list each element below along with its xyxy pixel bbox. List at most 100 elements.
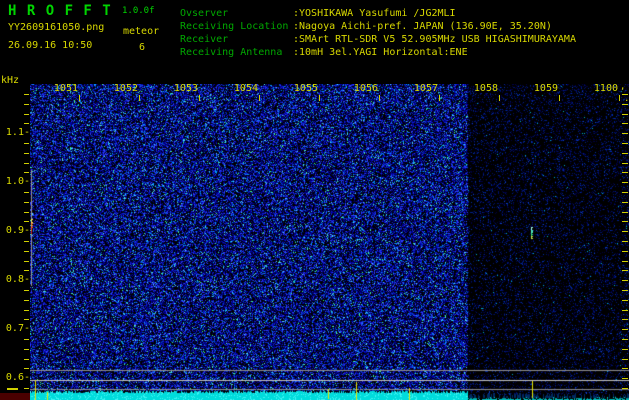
freq-minor-tick-left [24, 241, 29, 242]
freq-minor-tick-right [622, 133, 628, 134]
freq-minor-tick-right [622, 104, 628, 105]
output-filename: YY2609161050.png [8, 22, 105, 33]
info-value-location: :Nagoya Aichi-pref. JAPAN (136.90E, 35.2… [293, 21, 552, 32]
freq-minor-tick-right [622, 310, 628, 311]
freq-minor-tick-left [24, 153, 29, 154]
freq-minor-tick-left [24, 300, 29, 301]
freq-minor-tick-left [24, 368, 29, 369]
freq-minor-tick-left [24, 290, 29, 291]
freq-minor-tick-right [622, 231, 628, 232]
freq-minor-tick-right [622, 378, 628, 379]
freq-minor-tick-right [622, 114, 628, 115]
freq-minor-tick-left [24, 388, 29, 389]
freq-minor-tick-left [24, 270, 29, 271]
time-tick-label: 1055 [293, 83, 318, 94]
time-tick [619, 95, 620, 101]
datetime-label: 26.09.16 10:50 [8, 40, 93, 51]
freq-minor-tick-left [24, 163, 29, 164]
freq-minor-tick-right [622, 368, 628, 369]
freq-minor-tick-right [622, 388, 628, 389]
freq-minor-tick-left [24, 123, 29, 124]
freq-minor-tick-left [24, 192, 29, 193]
time-tick [379, 95, 380, 101]
time-tick-label: 1056 [353, 83, 378, 94]
freq-minor-tick-left [24, 251, 29, 252]
left-axis-dash [7, 388, 18, 390]
freq-minor-tick-right [622, 212, 628, 213]
freq-minor-tick-left [24, 349, 29, 350]
info-value-receiver: :SMArt RTL-SDR V5 52.905MHz USB HIGASHIM… [293, 34, 576, 45]
freq-tick-label: 1.0- [5, 176, 30, 187]
freq-minor-tick-right [622, 290, 628, 291]
freq-minor-tick-right [622, 251, 628, 252]
freq-minor-tick-right [622, 329, 628, 330]
time-tick [439, 95, 440, 101]
info-row-antenna: Receiving Antenna :10mH 3el.YAGI Horizon… [0, 47, 629, 59]
freq-tick-label: 0.9- [5, 225, 30, 236]
freq-minor-tick-right [622, 182, 628, 183]
underflow-block [0, 393, 30, 400]
freq-minor-tick-left [24, 339, 29, 340]
freq-minor-tick-right [622, 172, 628, 173]
time-tick [139, 95, 140, 101]
freq-minor-tick-right [622, 192, 628, 193]
freq-minor-tick-left [24, 319, 29, 320]
time-tick [259, 95, 260, 101]
time-tick [559, 95, 560, 101]
app-version: 1.0.0f [122, 6, 155, 16]
freq-minor-tick-right [622, 349, 628, 350]
spectrogram-canvas [30, 84, 629, 400]
freq-minor-tick-right [622, 280, 628, 281]
info-row-receiver: Receiver :SMArt RTL-SDR V5 52.905MHz USB… [0, 34, 629, 46]
time-tick-label: 1100 [593, 83, 618, 94]
time-tick [199, 95, 200, 101]
freq-minor-tick-left [24, 94, 29, 95]
freq-minor-tick-left [24, 104, 29, 105]
freq-minor-tick-right [622, 319, 628, 320]
time-tick [79, 95, 80, 101]
freq-tick-label: 1.1- [5, 127, 30, 138]
freq-tick-label: 0.6- [5, 372, 30, 383]
freq-minor-tick-left [24, 359, 29, 360]
freq-minor-tick-left [24, 202, 29, 203]
freq-tick-label: 0.8- [5, 274, 30, 285]
freq-minor-tick-right [622, 241, 628, 242]
info-row-observer: Ovserver :YOSHIKAWA Yasufumi /JG2MLI [0, 8, 629, 20]
freq-minor-tick-right [622, 143, 628, 144]
time-tick [319, 95, 320, 101]
time-tick-label: 1052 [113, 83, 138, 94]
info-label-location: Receiving Location [180, 21, 289, 32]
time-axis-trailing-mark: . [624, 94, 629, 104]
info-value-antenna: :10mH 3el.YAGI Horizontal:ENE [293, 47, 468, 58]
info-value-observer: :YOSHIKAWA Yasufumi /JG2MLI [293, 8, 456, 19]
time-axis-trailing-mark: , [620, 82, 626, 92]
info-label-observer: Ovserver [180, 8, 229, 19]
freq-minor-tick-left [24, 114, 29, 115]
freq-minor-tick-right [622, 339, 628, 340]
info-row-location: Receiving Location :Nagoya Aichi-pref. J… [0, 21, 629, 33]
time-tick-label: 1051 [53, 83, 78, 94]
freq-minor-tick-right [622, 300, 628, 301]
info-label-antenna: Receiving Antenna [180, 47, 283, 58]
freq-minor-tick-right [622, 163, 628, 164]
freq-minor-tick-right [622, 261, 628, 262]
freq-minor-tick-left [24, 172, 29, 173]
freq-minor-tick-left [24, 143, 29, 144]
time-tick-label: 1054 [233, 83, 258, 94]
meteor-count: 6 [139, 42, 146, 53]
info-label-receiver: Receiver [180, 34, 229, 45]
time-tick-label: 1058 [473, 83, 498, 94]
freq-minor-tick-right [622, 202, 628, 203]
freq-minor-tick-right [622, 94, 628, 95]
freq-tick-label: 0.7- [5, 323, 30, 334]
freq-minor-tick-right [622, 359, 628, 360]
mode-label: meteor [123, 26, 160, 37]
freq-minor-tick-left [24, 261, 29, 262]
freq-axis-unit: kHz [1, 75, 20, 86]
freq-minor-tick-right [622, 123, 628, 124]
freq-minor-tick-right [622, 153, 628, 154]
time-tick-label: 1057 [413, 83, 438, 94]
freq-minor-tick-right [622, 221, 628, 222]
app-title: H R O F F T [8, 3, 112, 19]
